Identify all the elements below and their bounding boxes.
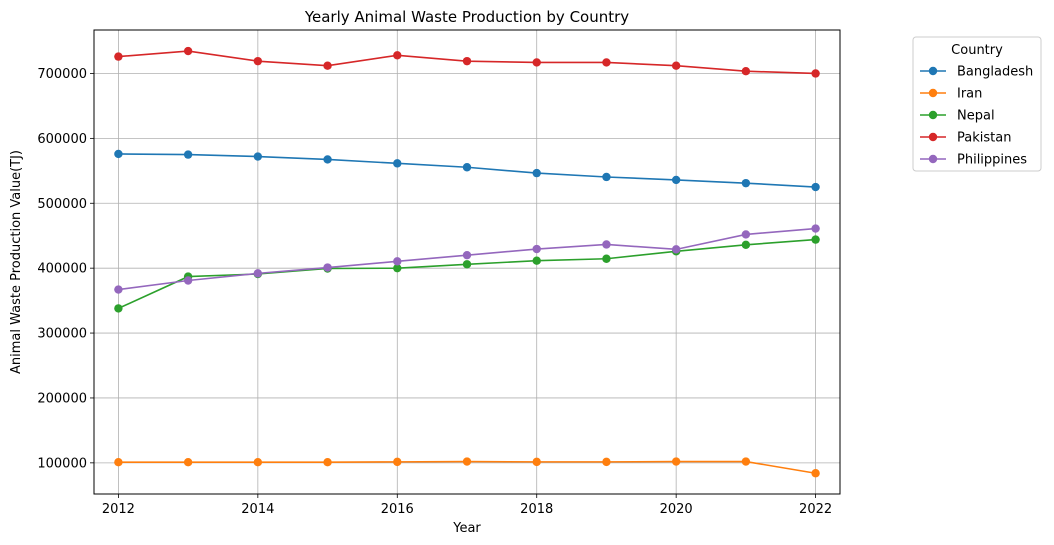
chart-title: Yearly Animal Waste Production by Countr… bbox=[304, 8, 629, 26]
data-point-philippines bbox=[811, 224, 820, 233]
x-tick-label: 2016 bbox=[381, 502, 414, 517]
legend-marker-nepal bbox=[928, 110, 938, 120]
series-nepal bbox=[114, 235, 820, 313]
legend-title: Country bbox=[951, 43, 1003, 58]
data-point-iran bbox=[114, 458, 123, 467]
data-point-bangladesh bbox=[462, 163, 472, 172]
data-point-nepal bbox=[741, 240, 751, 250]
x-tick-label: 2014 bbox=[241, 502, 274, 517]
y-tick-label: 500000 bbox=[37, 197, 87, 212]
data-point-pakistan bbox=[253, 56, 263, 66]
data-point-nepal bbox=[393, 263, 402, 273]
data-point-bangladesh bbox=[323, 155, 332, 164]
data-point-bangladesh bbox=[671, 175, 681, 185]
legend-label-bangladesh: Bangladesh bbox=[957, 65, 1033, 80]
y-tick-label: 600000 bbox=[37, 132, 87, 147]
legend-label-pakistan: Pakistan bbox=[957, 131, 1011, 146]
data-point-philippines bbox=[671, 245, 681, 254]
series-line-nepal bbox=[118, 238, 816, 310]
data-point-iran bbox=[183, 458, 193, 467]
series-iran bbox=[114, 457, 820, 478]
legend-marker-iran bbox=[928, 88, 938, 98]
y-tick-label: 200000 bbox=[37, 391, 87, 406]
data-point-philippines bbox=[114, 285, 123, 294]
x-tick-label: 2020 bbox=[660, 502, 693, 517]
data-point-nepal bbox=[602, 254, 611, 263]
gridlines bbox=[94, 30, 840, 494]
data-point-nepal bbox=[462, 260, 472, 269]
data-point-pakistan bbox=[671, 61, 681, 70]
data-point-bangladesh bbox=[183, 150, 193, 159]
legend-label-iran: Iran bbox=[957, 87, 982, 102]
x-tick-label: 2012 bbox=[102, 502, 135, 517]
data-point-pakistan bbox=[393, 51, 402, 60]
x-tick-label: 2022 bbox=[799, 502, 832, 517]
legend-item-pakistan: Pakistan bbox=[920, 131, 1011, 146]
data-point-philippines bbox=[741, 230, 751, 239]
y-tick-label: 400000 bbox=[37, 262, 87, 277]
data-point-bangladesh bbox=[602, 172, 611, 182]
data-point-pakistan bbox=[462, 56, 472, 66]
x-axis-title: Year bbox=[452, 521, 481, 536]
data-point-iran bbox=[253, 458, 263, 467]
y-axis-title: Animal Waste Production Value(TJ) bbox=[9, 150, 24, 374]
data-point-philippines bbox=[183, 276, 193, 285]
series-pakistan bbox=[114, 46, 820, 78]
legend: Country Bangladesh Iran Nepal Pakistan Phili… bbox=[912, 36, 1042, 172]
data-point-bangladesh bbox=[741, 178, 751, 188]
data-point-pakistan bbox=[183, 46, 193, 56]
data-point-philippines bbox=[532, 244, 541, 254]
series-philippines bbox=[114, 224, 820, 294]
series-lines bbox=[114, 46, 820, 478]
legend-marker-bangladesh bbox=[928, 66, 938, 76]
legend-items: Bangladesh Iran Nepal Pakistan Philippines bbox=[920, 65, 1033, 168]
legend-item-nepal: Nepal bbox=[920, 109, 995, 124]
legend-label-nepal: Nepal bbox=[957, 109, 995, 124]
data-point-iran bbox=[602, 457, 611, 467]
data-point-bangladesh bbox=[532, 168, 541, 178]
data-point-pakistan bbox=[811, 69, 820, 78]
legend-label-philippines: Philippines bbox=[957, 153, 1027, 168]
data-point-iran bbox=[393, 457, 402, 467]
legend-item-bangladesh: Bangladesh bbox=[920, 65, 1033, 80]
data-point-pakistan bbox=[114, 52, 123, 61]
y-tick-label: 100000 bbox=[37, 456, 87, 471]
legend-marker-pakistan bbox=[928, 132, 938, 142]
series-bangladesh bbox=[114, 149, 820, 192]
data-point-iran bbox=[323, 458, 332, 467]
plot-frame bbox=[93, 29, 841, 495]
data-point-iran bbox=[532, 457, 541, 467]
data-point-bangladesh bbox=[393, 159, 402, 168]
data-point-philippines bbox=[462, 250, 472, 260]
data-point-pakistan bbox=[602, 58, 611, 67]
data-point-nepal bbox=[532, 256, 541, 265]
x-tick-label: 2018 bbox=[520, 502, 553, 517]
data-point-pakistan bbox=[532, 58, 541, 67]
legend-marker-philippines bbox=[928, 154, 938, 164]
data-point-iran bbox=[811, 469, 820, 478]
legend-item-iran: Iran bbox=[920, 87, 982, 102]
data-point-bangladesh bbox=[253, 152, 263, 161]
data-point-philippines bbox=[323, 263, 332, 272]
data-point-philippines bbox=[393, 257, 402, 266]
y-tick-label: 700000 bbox=[37, 67, 87, 82]
axis-ticks: 2012 2014 2016 2018 2020 2022 100000 200000 3000… bbox=[37, 67, 832, 517]
data-point-philippines bbox=[602, 240, 611, 249]
data-point-pakistan bbox=[323, 61, 332, 70]
data-point-pakistan bbox=[741, 67, 751, 76]
data-point-nepal bbox=[811, 235, 820, 244]
data-point-bangladesh bbox=[811, 182, 820, 192]
data-point-iran bbox=[741, 457, 751, 466]
data-point-bangladesh bbox=[114, 149, 123, 159]
data-point-iran bbox=[671, 457, 681, 466]
data-point-nepal bbox=[114, 304, 123, 313]
data-point-iran bbox=[462, 457, 472, 466]
data-point-philippines bbox=[253, 269, 263, 278]
y-tick-label: 300000 bbox=[37, 327, 87, 342]
legend-item-philippines: Philippines bbox=[920, 153, 1027, 168]
